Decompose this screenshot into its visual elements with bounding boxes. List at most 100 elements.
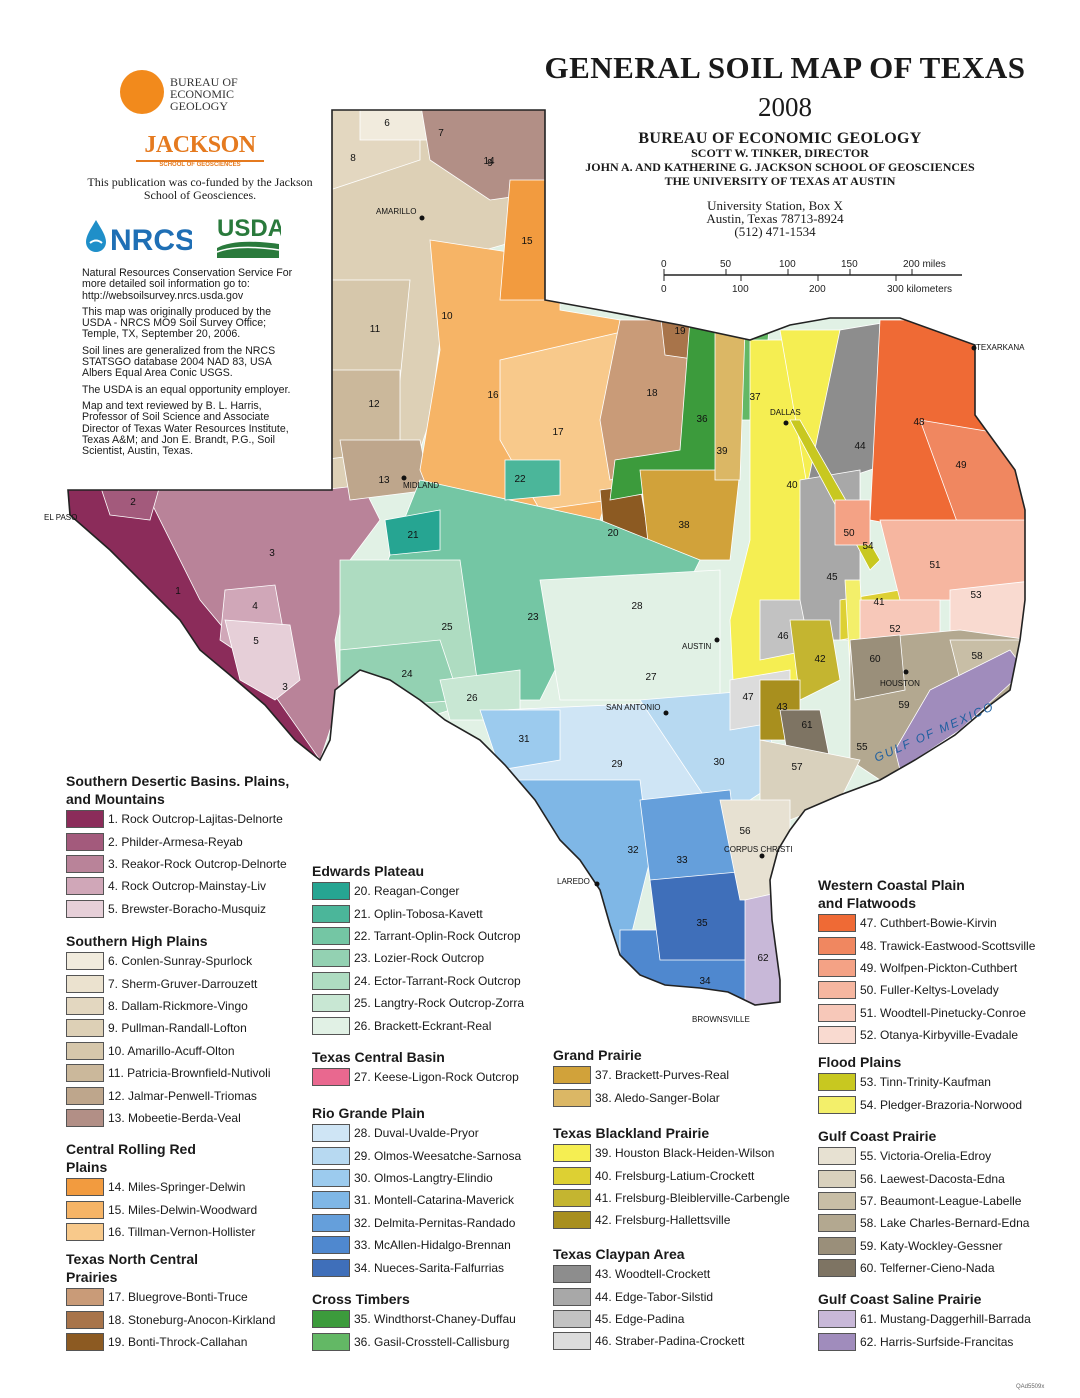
map-region-label-48: 48 [913,417,925,428]
note-nrcs: Natural Resources Conservation Service F… [82,267,293,302]
legend-label: 30. Olmos-Langtry-Elindio [354,1170,493,1185]
legend-swatch [312,1258,350,1277]
legend-swatch [66,1041,104,1060]
legend-group-header: Cross Timbers [312,1291,410,1307]
map-region-label-1: 1 [175,586,181,597]
legend-swatch [312,926,350,945]
legend-swatch [66,877,104,896]
legend-group: Texas Central Basin 27. Keese-Ligon-Rock … [312,1048,552,1088]
legend-swatch [818,1169,856,1188]
map-region-label-62: 62 [757,953,769,964]
legend-swatch [818,1026,856,1045]
legend-swatch [312,1146,350,1165]
legend-item: 44. Edge-Tabor-Silstid [553,1285,793,1307]
map-region-label-40: 40 [786,480,798,491]
map-region-label-53: 53 [970,590,982,601]
legend-item: 24. Ector-Tarrant-Rock Outcrop [312,970,552,992]
legend-item: 31. Montell-Catarina-Maverick [312,1189,552,1211]
legend-swatch [818,981,856,1000]
legend-label: 29. Olmos-Weesatche-Sarnosa [354,1148,522,1163]
map-year: 2008 [758,92,812,122]
legend-label: 55. Victoria-Orelia-Edroy [860,1149,992,1164]
map-region-label-26: 26 [466,693,478,704]
map-region-label-9: 9 [487,158,493,169]
legend-item: 9. Pullman-Randall-Lofton [66,1017,306,1039]
legend-label: 17. Bluegrove-Bonti-Truce [108,1290,248,1305]
map-region-label-13: 13 [378,475,390,486]
legend-item: 13. Mobeetie-Berda-Veal [66,1107,306,1129]
map-region-label-21: 21 [407,530,419,541]
legend-group: Texas North Central Prairies 17. Bluegrov… [66,1250,275,1353]
legend-item: 58. Lake Charles-Bernard-Edna [818,1212,1058,1234]
legend-item: 43. Woodtell-Crockett [553,1263,793,1285]
publisher-school: JOHN A. AND KATHERINE G. JACKSON SCHOOL … [585,160,975,174]
map-region-label-46: 46 [777,631,789,642]
legend-group-header: Texas Central Basin [312,1049,445,1065]
legend-swatch [818,1214,856,1233]
legend-item: 36. Gasil-Crosstell-Callisburg [312,1330,552,1352]
legend-swatch [312,1068,350,1087]
legend-item: 5. Brewster-Boracho-Musquiz [66,898,296,920]
legend-group-header: Flood Plains [818,1054,902,1070]
legend-group: Grand Prairie 37. Brackett-Purves-Real 38.… [553,1046,793,1109]
legend-label: 46. Straber-Padina-Crockett [595,1334,745,1349]
jackson-logo-subtitle: SCHOOL OF GEOSCIENCES [136,160,264,168]
legend-group-header: Texas Claypan Area [553,1246,685,1262]
legend-label: 56. Laewest-Dacosta-Edna [860,1171,1005,1186]
city-corpus-christi: CORPUS CHRISTI [724,845,792,854]
city-brownsville: BROWNSVILLE [692,1015,750,1024]
legend-swatch [312,994,350,1013]
legend-swatch [818,1236,856,1255]
legend-label: 7. Sherm-Gruver-Darrouzett [108,976,258,991]
publisher-address: University Station, Box X Austin, Texas … [640,199,910,238]
map-region-label-56: 56 [739,826,751,837]
legend-swatch [553,1188,591,1207]
legend-swatch [66,1178,104,1197]
usda-logo: USDA [215,214,285,260]
legend-swatch [66,974,104,993]
legend-swatch [66,1064,104,1083]
legend-group: Western Coastal Plain and Flatwoods 47. C… [818,876,1035,1046]
legend-item: 49. Wolfpen-Pickton-Cuthbert [818,957,1035,979]
legend-label: 43. Woodtell-Crockett [595,1267,711,1282]
legend-item: 52. Otanya-Kirbyville-Evadale [818,1024,1035,1046]
map-region-label-36: 36 [696,414,708,425]
cofund-note: This publication was co-funded by the Ja… [87,175,313,202]
legend-label: 34. Nueces-Sarita-Falfurrias [354,1260,505,1275]
legend-group: Texas Claypan Area 43. Woodtell-Crockett 4… [553,1245,793,1353]
legend-item: 50. Fuller-Keltys-Lovelady [818,979,1035,1001]
legend-swatch [66,1332,104,1351]
legend-item: 38. Aledo-Sanger-Bolar [553,1086,793,1108]
legend-item: 4. Rock Outcrop-Mainstay-Liv [66,875,296,897]
map-region-label-3: 3 [282,682,288,693]
legend-item: 47. Cuthbert-Bowie-Kirvin [818,912,1035,934]
legend-group-header: Central Rolling Red Plains [66,1141,196,1175]
city-austin: AUSTIN [682,642,712,651]
legend-label: 37. Brackett-Purves-Real [595,1068,730,1083]
legend-swatch [66,996,104,1015]
legend-label: 22. Tarrant-Oplin-Rock Outcrop [354,928,521,943]
legend-swatch [818,958,856,977]
map-notes: Natural Resources Conservation Service F… [82,267,297,462]
legend-swatch [553,1144,591,1163]
legend-label: 12. Jalmar-Penwell-Triomas [108,1088,257,1103]
legend-label: 39. Houston Black-Heiden-Wilson [595,1146,775,1161]
legend-swatch [312,1016,350,1035]
legend-item: 23. Lozier-Rock Outcrop [312,947,552,969]
map-region-label-44: 44 [854,441,866,452]
legend-group: Rio Grande Plain 28. Duval-Uvalde-Pryor 29… [312,1104,552,1279]
legend-label: 57. Beaumont-League-Labelle [860,1193,1022,1208]
city-texarkana: TEXARKANA [976,343,1025,352]
map-region-label-15: 15 [521,236,533,247]
map-region-label-14: 14 [483,156,495,167]
legend-item: 20. Reagan-Conger [312,880,552,902]
legend-swatch [66,1086,104,1105]
legend-item: 46. Straber-Padina-Crockett [553,1330,793,1352]
scale-km-100: 100 [732,284,749,295]
publisher-block: BUREAU OF ECONOMIC GEOLOGY SCOTT W. TINK… [560,131,1000,189]
legend-label: 47. Cuthbert-Bowie-Kirvin [860,916,997,931]
legend-label: 51. Woodtell-Pinetucky-Conroe [860,1005,1026,1020]
legend-group-header: Edwards Plateau [312,863,425,879]
map-region-label-29: 29 [611,759,623,770]
legend-group-header: Texas Blackland Prairie [553,1125,710,1141]
